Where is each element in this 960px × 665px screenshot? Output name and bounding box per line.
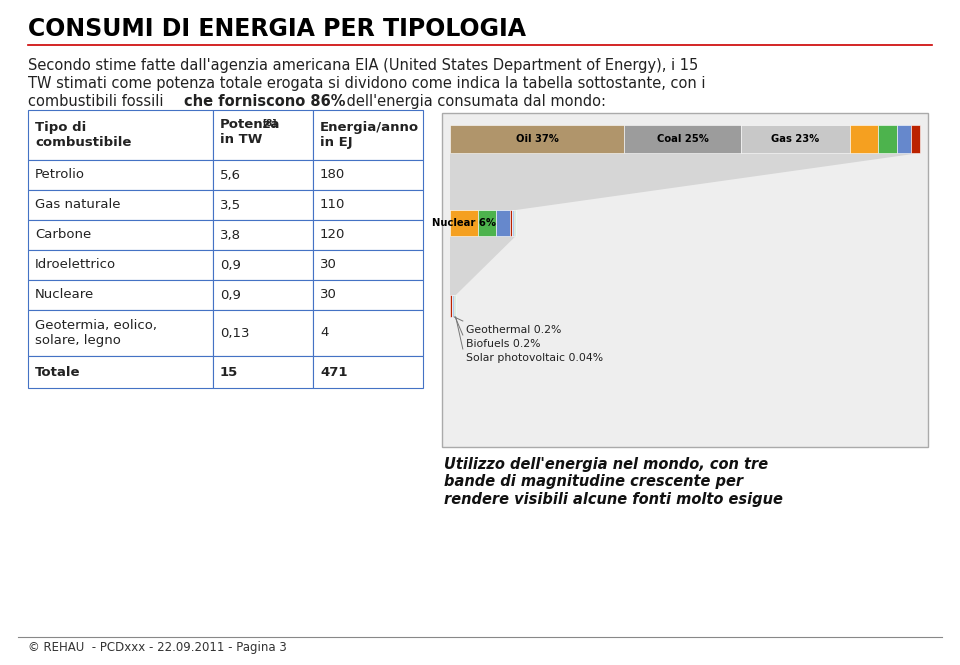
Bar <box>28 310 213 356</box>
Text: Geothermal 0.2%: Geothermal 0.2% <box>466 325 562 335</box>
Text: © REHAU  - PCDxxx - 22.09.2011 - Pagina 3: © REHAU - PCDxxx - 22.09.2011 - Pagina 3 <box>28 641 287 654</box>
Bar <box>510 210 513 236</box>
Bar <box>28 220 213 250</box>
Bar <box>213 190 313 220</box>
Bar <box>313 356 423 388</box>
Polygon shape <box>450 236 516 295</box>
Text: Solar photovoltaic 0.04%: Solar photovoltaic 0.04% <box>466 353 603 363</box>
Bar <box>741 125 850 153</box>
Text: Biofuels 0.2%: Biofuels 0.2% <box>466 339 540 349</box>
Text: 15: 15 <box>220 366 238 378</box>
Bar <box>877 125 897 153</box>
Bar <box>213 280 313 310</box>
Bar <box>850 125 877 153</box>
Bar <box>496 210 510 236</box>
Text: combustibili fossili: combustibili fossili <box>28 94 168 109</box>
Bar <box>313 280 423 310</box>
Bar <box>28 356 213 388</box>
Text: CONSUMI DI ENERGIA PER TIPOLOGIA: CONSUMI DI ENERGIA PER TIPOLOGIA <box>28 17 526 41</box>
Bar <box>513 210 514 236</box>
Bar <box>313 310 423 356</box>
Text: TW stimati come potenza totale erogata si dividono come indica la tabella sottos: TW stimati come potenza totale erogata s… <box>28 76 706 91</box>
Text: che forniscono 86%: che forniscono 86% <box>184 94 346 109</box>
Bar <box>28 280 213 310</box>
Text: 5,6: 5,6 <box>220 168 241 182</box>
Text: 0,9: 0,9 <box>220 289 241 301</box>
Bar <box>28 190 213 220</box>
Bar <box>213 110 313 160</box>
Bar <box>897 125 911 153</box>
Bar <box>313 220 423 250</box>
Text: 4: 4 <box>320 327 328 340</box>
Text: Coal 25%: Coal 25% <box>657 134 708 144</box>
Text: Utilizzo dell'energia nel mondo, con tre
bande di magnitudine crescente per
rend: Utilizzo dell'energia nel mondo, con tre… <box>444 457 782 507</box>
Text: 3,8: 3,8 <box>220 229 241 241</box>
Text: Gas 23%: Gas 23% <box>771 134 820 144</box>
Text: Nucleare: Nucleare <box>35 289 94 301</box>
Text: 30: 30 <box>320 289 337 301</box>
Bar <box>213 250 313 280</box>
Bar <box>450 125 624 153</box>
Text: Potenza
in TW: Potenza in TW <box>220 118 280 146</box>
Bar <box>213 356 313 388</box>
Bar <box>313 110 423 160</box>
Text: dell'energia consumata dal mondo:: dell'energia consumata dal mondo: <box>342 94 606 109</box>
Text: Tipo di
combustibile: Tipo di combustibile <box>35 121 132 149</box>
Text: [8]: [8] <box>262 118 276 128</box>
Text: Energia/anno
in EJ: Energia/anno in EJ <box>320 121 420 149</box>
Text: 30: 30 <box>320 259 337 271</box>
Text: 110: 110 <box>320 198 346 211</box>
Text: Geotermia, eolico,
solare, legno: Geotermia, eolico, solare, legno <box>35 319 157 347</box>
Text: 0,13: 0,13 <box>220 327 250 340</box>
Text: 471: 471 <box>320 366 348 378</box>
Text: Carbone: Carbone <box>35 229 91 241</box>
Text: 0,9: 0,9 <box>220 259 241 271</box>
Text: 120: 120 <box>320 229 346 241</box>
Text: Secondo stime fatte dall'agenzia americana EIA (United States Department of Ener: Secondo stime fatte dall'agenzia america… <box>28 58 698 73</box>
Text: Totale: Totale <box>35 366 81 378</box>
Bar <box>313 190 423 220</box>
Bar <box>213 160 313 190</box>
Bar <box>450 295 452 317</box>
Text: Gas naturale: Gas naturale <box>35 198 121 211</box>
Text: Petrolio: Petrolio <box>35 168 85 182</box>
Bar <box>28 160 213 190</box>
Bar <box>442 113 928 447</box>
Polygon shape <box>450 153 920 210</box>
Bar <box>213 220 313 250</box>
Text: Oil 37%: Oil 37% <box>516 134 559 144</box>
Bar <box>624 125 741 153</box>
Text: 180: 180 <box>320 168 346 182</box>
Bar <box>28 250 213 280</box>
Bar <box>450 210 478 236</box>
Text: Nuclear 6%: Nuclear 6% <box>432 218 496 228</box>
Bar <box>313 250 423 280</box>
Text: 3,5: 3,5 <box>220 198 241 211</box>
Bar <box>478 210 496 236</box>
Bar <box>452 295 454 317</box>
Text: Idroelettrico: Idroelettrico <box>35 259 116 271</box>
Bar <box>911 125 920 153</box>
Bar <box>213 310 313 356</box>
Bar <box>28 110 213 160</box>
Bar <box>313 160 423 190</box>
